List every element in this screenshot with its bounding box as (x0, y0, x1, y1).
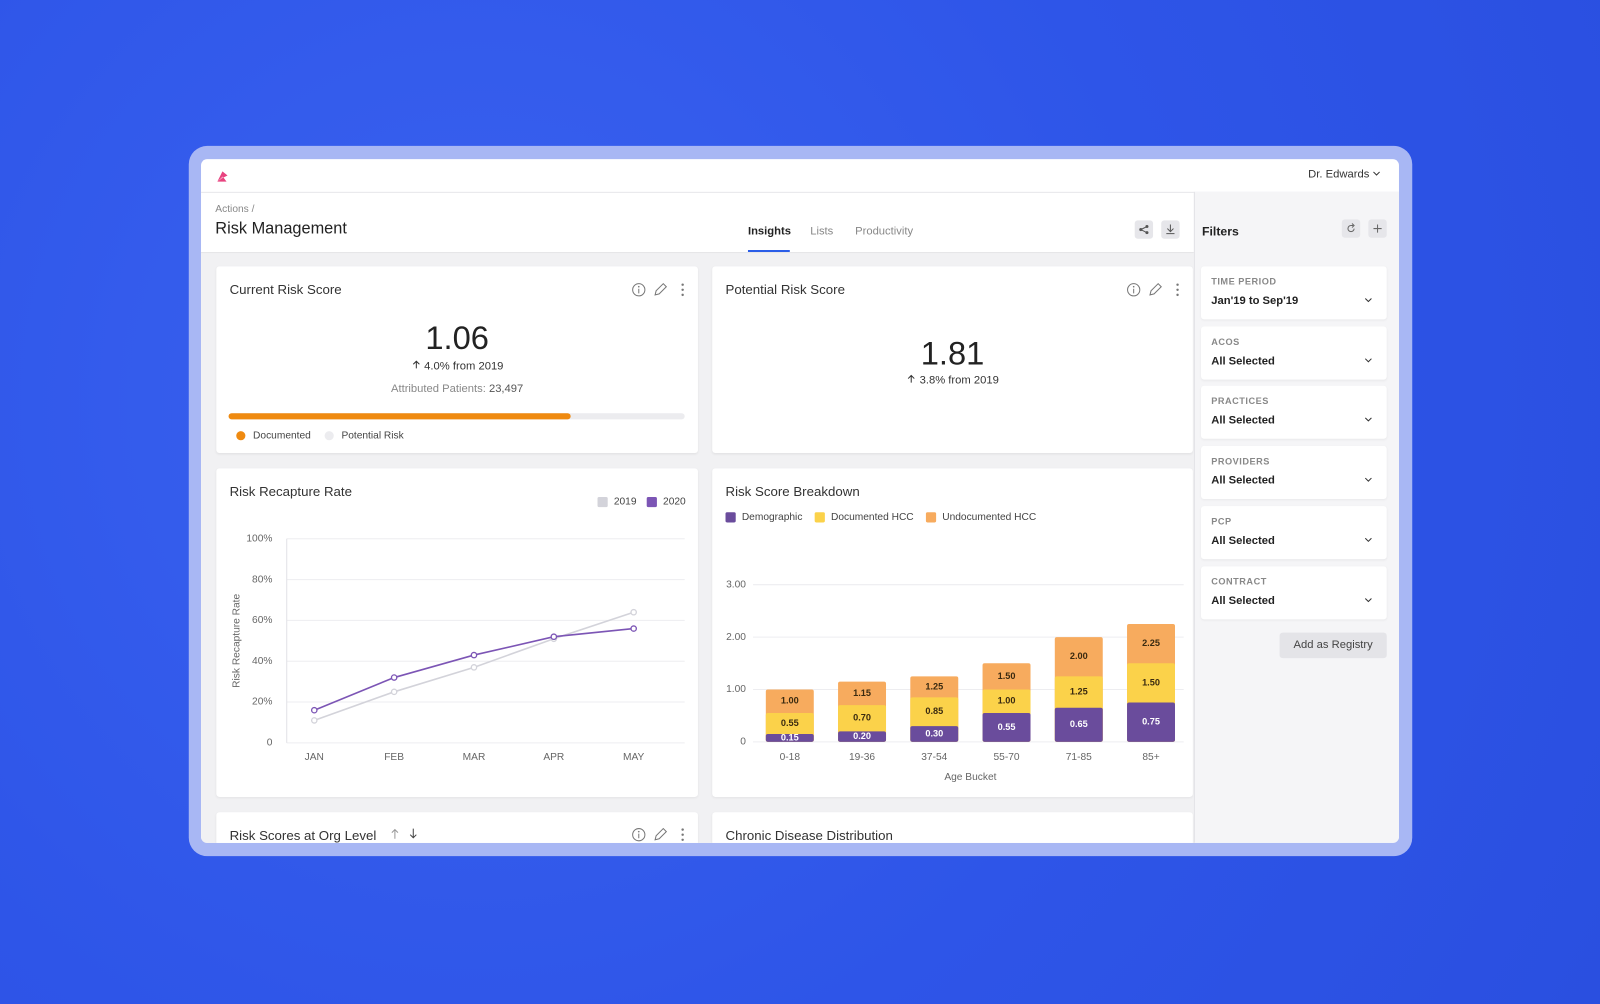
card-title: Risk Recapture Rate (229, 483, 352, 499)
change-text: 3.8% from 2019 (919, 374, 999, 387)
user-name[interactable]: Dr. Edwards (1308, 168, 1370, 181)
card-title: Potential Risk Score (725, 281, 845, 297)
add-button[interactable] (1368, 219, 1387, 238)
chevron (1364, 298, 1372, 303)
filters-title: Filters (1202, 224, 1239, 239)
filter-value: Jan'19 to Sep'19 (1211, 294, 1299, 308)
card: Chronic Disease Distribution (712, 812, 1193, 843)
filter-value: All Selected (1211, 474, 1275, 487)
tab[interactable]: Lists (810, 225, 834, 238)
card-title: Risk Score Breakdown (725, 483, 860, 499)
patients: Attributed Patients: 23,497 (216, 383, 698, 395)
chevron (1364, 597, 1372, 602)
filter-dropdown[interactable]: PRACTICES All Selected (1201, 386, 1387, 440)
filter-dropdown[interactable]: ACOS All Selected (1201, 326, 1387, 380)
change-text: 4.0% from 2019 (424, 360, 504, 373)
kpi-change: 4.0% from 2019 (216, 359, 698, 372)
card-title: Risk Scores at Org Level (229, 827, 377, 843)
filter-value: All Selected (1211, 594, 1275, 607)
card: Current Risk Score 1.06 4.0% from 2019 A… (216, 266, 698, 454)
kpi-value: 1.81 (920, 334, 985, 372)
chevron (1364, 477, 1372, 482)
card: Risk Recapture Rate (216, 468, 698, 797)
patients-label: Attributed Patients: (390, 382, 486, 395)
top-bar: Dr. Edwards (201, 159, 1399, 193)
filter-dropdown[interactable]: CONTRACT All Selected (1201, 565, 1387, 619)
filter-dropdown[interactable]: PCP All Selected (1201, 505, 1387, 559)
page-title: Risk Management (215, 220, 347, 238)
filters-panel: Filters TIME PERIOD Jan'19 to Sep'19 ACO… (1193, 191, 1399, 843)
filter-dropdown[interactable]: TIME PERIOD Jan'19 to Sep'19 (1201, 266, 1387, 320)
tab[interactable]: Insights (747, 225, 791, 238)
chevron (1364, 417, 1372, 423)
filter-label: PROVIDERS (1211, 456, 1270, 467)
chevron (1364, 537, 1372, 542)
up-arrow (412, 360, 420, 369)
filter-dropdown[interactable]: PROVIDERS All Selected (1201, 446, 1387, 500)
kpi-change: 3.8% from 2019 (712, 373, 1193, 387)
card-title: Chronic Disease Distribution (725, 827, 893, 843)
filter-label: TIME PERIOD (1211, 276, 1277, 287)
download-button[interactable] (1161, 220, 1180, 239)
tab-indicator (747, 249, 790, 253)
patients-value: 23,497 (488, 382, 524, 395)
filter-label: PRACTICES (1211, 396, 1269, 407)
card: Risk Score Breakdown (712, 468, 1193, 797)
up-arrow (907, 374, 915, 383)
filter-value: All Selected (1211, 354, 1275, 368)
filter-value: All Selected (1211, 414, 1275, 427)
card: Risk Scores at Org Level (216, 812, 698, 843)
card: Potential Risk Score 1.81 3.8% from 2019 (712, 266, 1193, 454)
chevron (1364, 357, 1372, 363)
user-menu[interactable]: Dr. Edwards (1308, 168, 1380, 181)
breadcrumb[interactable]: Actions / (215, 204, 255, 216)
reset-button[interactable] (1341, 219, 1361, 238)
tab[interactable]: Productivity (855, 225, 914, 238)
logo[interactable] (215, 169, 229, 183)
share-button[interactable] (1134, 220, 1154, 239)
dashboard: Current Risk Score 1.06 4.0% from 2019 A… (201, 252, 1194, 843)
filter-label: CONTRACT (1211, 576, 1267, 587)
card-title: Current Risk Score (229, 281, 342, 297)
sort-icons[interactable] (390, 828, 421, 840)
kpi-value: 1.06 (425, 319, 489, 357)
app-window: Dr. Edwards Actions / Risk Management In… (201, 159, 1399, 843)
add-registry-button[interactable]: Add as Registry (1279, 632, 1387, 659)
chevron (1373, 171, 1380, 176)
filter-label: ACOS (1211, 336, 1240, 347)
filter-value: All Selected (1211, 534, 1275, 547)
filter-label: PCP (1211, 516, 1232, 527)
